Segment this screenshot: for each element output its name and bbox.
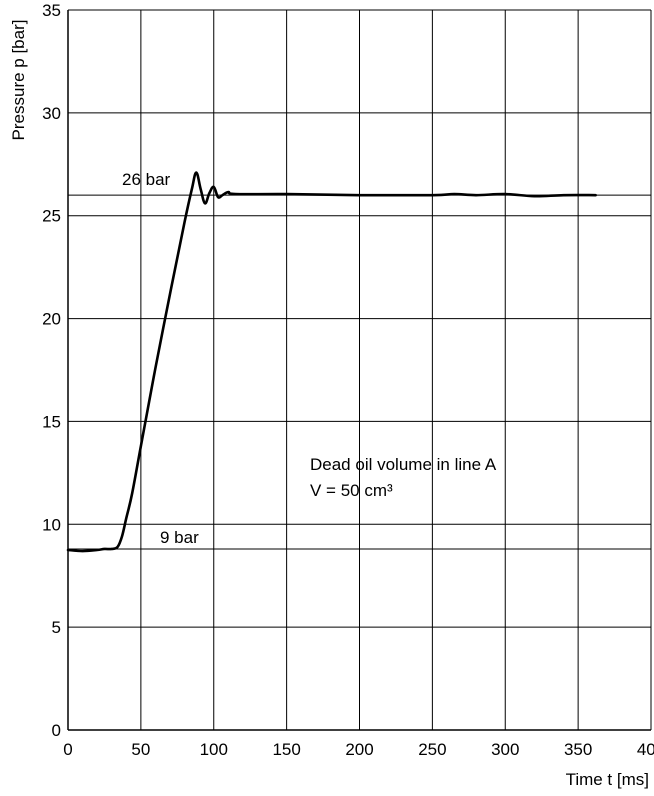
x-tick-label: 100 bbox=[200, 740, 228, 759]
x-tick-label: 0 bbox=[63, 740, 72, 759]
y-tick-label: 15 bbox=[42, 412, 61, 431]
x-axis-title: Time t [ms] bbox=[566, 770, 649, 789]
series bbox=[66, 171, 597, 553]
x-tick-label: 400 bbox=[637, 740, 654, 759]
x-tick-label: 150 bbox=[272, 740, 300, 759]
y-tick-label: 5 bbox=[52, 618, 61, 637]
y-tick-label: 20 bbox=[42, 310, 61, 329]
tick-labels: 0 50 100 150 200 250 300 350 400 0 5 10 15 20 25 30 35 bbox=[42, 1, 654, 759]
reference-line-label-26-bar: 26 bar bbox=[122, 170, 171, 189]
x-tick-label: 50 bbox=[131, 740, 150, 759]
y-tick-label: 0 bbox=[52, 721, 61, 740]
y-axis-title: Pressure p [bar] bbox=[9, 20, 28, 141]
x-tick-label: 250 bbox=[418, 740, 446, 759]
y-tick-label: 10 bbox=[42, 515, 61, 534]
annotation-dead-oil-volume: Dead oil volume in line A bbox=[310, 455, 497, 474]
y-tick-label: 30 bbox=[42, 104, 61, 123]
pressure-series-line bbox=[66, 171, 597, 553]
x-tick-label: 200 bbox=[345, 740, 373, 759]
axes bbox=[67, 10, 651, 731]
annotation-volume-value: V = 50 cm³ bbox=[310, 481, 393, 500]
x-tick-label: 350 bbox=[564, 740, 592, 759]
y-tick-label: 25 bbox=[42, 207, 61, 226]
reference-line-label-9-bar: 9 bar bbox=[160, 528, 199, 547]
x-tick-label: 300 bbox=[491, 740, 519, 759]
y-tick-label: 35 bbox=[42, 1, 61, 20]
